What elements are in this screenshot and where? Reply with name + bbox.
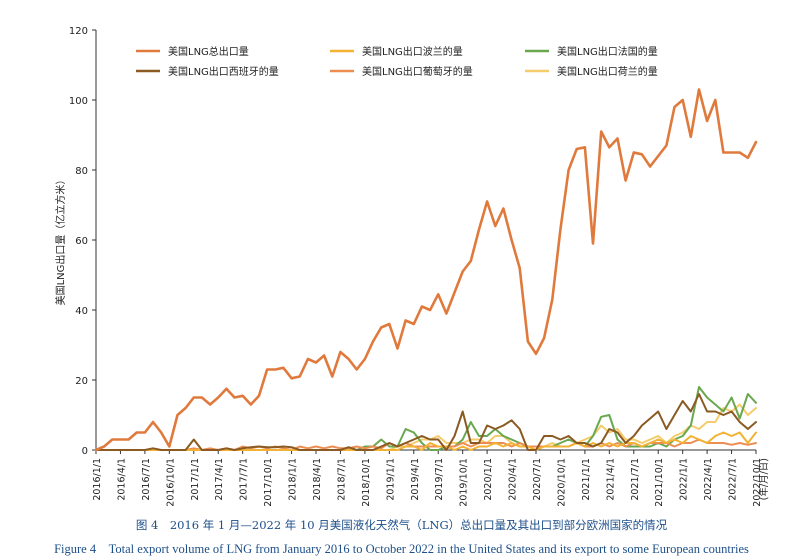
legend-label-netherlands: 美国LNG出口荷兰的量 (557, 65, 658, 78)
x-tick-label: 2020/4/1 (508, 458, 519, 501)
x-tick-label: 2016/7/1 (141, 458, 152, 501)
x-tick-label: 2019/10/1 (459, 458, 470, 507)
figure-caption-chinese: 图 4 2016 年 1 月—2022 年 10 月美国液化天然气（LNG）总出… (135, 518, 668, 532)
x-tick-label: 2021/1/1 (581, 458, 592, 501)
x-axis-label: (年/月/日) (758, 458, 770, 500)
y-tick-label: 60 (75, 236, 88, 247)
x-tick-label: 2019/7/1 (434, 458, 445, 501)
x-tick-label: 2017/10/1 (263, 458, 274, 507)
y-tick-label: 20 (75, 376, 88, 387)
x-tick-label: 2022/1/1 (679, 458, 690, 501)
x-tick-label: 2020/7/1 (532, 458, 543, 501)
series-total-line (94, 88, 758, 452)
x-tick-label: 2021/10/1 (654, 458, 665, 507)
y-tick-label: 120 (69, 26, 88, 37)
legend-item-portugal: 美国LNG出口葡萄牙的量 (330, 65, 473, 78)
x-tick-label: 2016/4/1 (116, 458, 127, 501)
legend-item-france: 美国LNG出口法国的量 (525, 45, 658, 58)
x-tick-label: 2022/4/1 (703, 458, 714, 501)
x-tick-label: 2017/4/1 (214, 458, 225, 501)
x-tick-label: 2016/1/1 (92, 458, 103, 501)
legend-item-netherlands: 美国LNG出口荷兰的量 (525, 65, 658, 78)
x-tick-label: 2020/10/1 (556, 458, 567, 507)
legend-label-spain: 美国LNG出口西班牙的量 (168, 65, 279, 78)
series-spain-line (95, 393, 757, 451)
y-tick-label: 0 (82, 446, 88, 457)
x-tick-label: 2022/7/1 (728, 458, 739, 501)
x-tick-label: 2022/10/1 (752, 458, 763, 507)
x-tick-label: 2018/4/1 (312, 458, 323, 501)
x-tick-label: 2017/7/1 (239, 458, 250, 501)
legend-label-total: 美国LNG总出口量 (168, 45, 249, 58)
y-axis-label: 美国LNG出口量（亿立方米） (54, 175, 67, 306)
legend-label-portugal: 美国LNG出口葡萄牙的量 (362, 65, 473, 78)
y-tick-label: 80 (75, 166, 88, 177)
x-tick-label: 2018/10/1 (361, 458, 372, 507)
x-tick-label: 2018/7/1 (336, 458, 347, 501)
legend-label-france: 美国LNG出口法国的量 (557, 45, 658, 58)
figure-caption-english: Figure 4 Total export volume of LNG from… (54, 542, 749, 556)
x-tick-label: 2019/1/1 (385, 458, 396, 501)
y-tick-label: 40 (75, 306, 88, 317)
x-axis: 2016/1/1 2016/4/1 2016/7/1 2016/10/1 2017/1/… (92, 449, 770, 507)
legend: 美国LNG总出口量 美国LNG出口波兰的量 美国LNG出口法国的量 美国LNG出… (136, 45, 658, 78)
legend-label-poland: 美国LNG出口波兰的量 (362, 45, 463, 58)
x-tick-label: 2021/4/1 (605, 458, 616, 501)
legend-item-spain: 美国LNG出口西班牙的量 (136, 65, 279, 78)
legend-item-total: 美国LNG总出口量 (136, 45, 249, 58)
x-tick-label: 2020/1/1 (483, 458, 494, 501)
chart: 美国LNG总出口量 美国LNG出口波兰的量 美国LNG出口法国的量 美国LNG出… (54, 26, 770, 507)
y-tick-label: 100 (69, 96, 88, 107)
legend-item-poland: 美国LNG出口波兰的量 (330, 45, 463, 58)
x-tick-label: 2018/1/1 (288, 458, 299, 501)
x-tick-label: 2017/1/1 (190, 458, 201, 501)
y-axis: 0 20 40 60 80 100 120 (69, 26, 97, 457)
x-tick-label: 2019/4/1 (410, 458, 421, 501)
x-tick-label: 2016/10/1 (165, 458, 176, 507)
x-tick-label: 2021/7/1 (630, 458, 641, 501)
series-layer (94, 88, 758, 452)
